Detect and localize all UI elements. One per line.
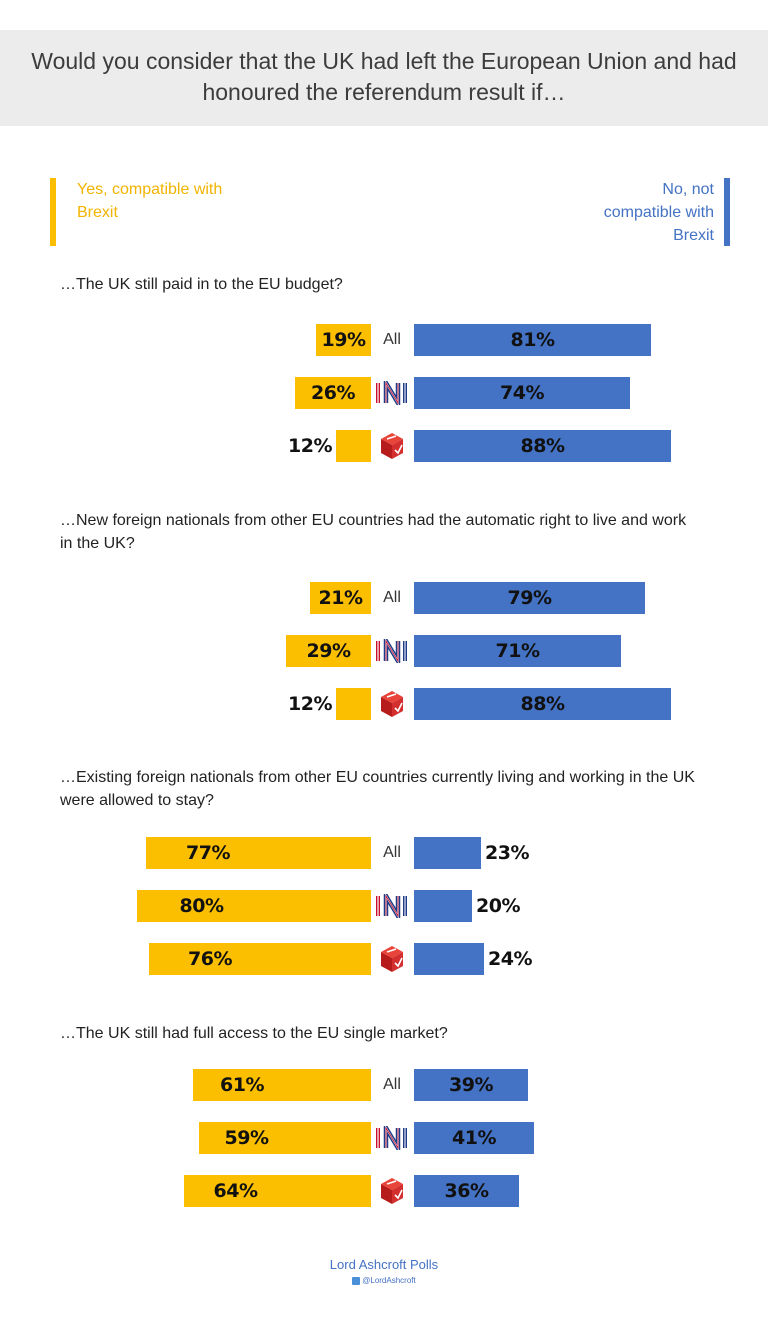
bar-no xyxy=(414,1122,534,1154)
bar-no xyxy=(414,324,651,356)
question-3: …Existing foreign nationals from other E… xyxy=(60,769,695,809)
bar-no xyxy=(414,890,472,922)
chart-title: Would you consider that the UK had left … xyxy=(31,48,737,105)
legend-yes-swatch xyxy=(50,178,56,246)
bar-yes xyxy=(149,943,371,975)
bar-yes xyxy=(336,688,371,720)
in-logo-icon xyxy=(376,1126,407,1150)
in-logo-icon xyxy=(376,381,407,405)
title-bar: Would you consider that the UK had left … xyxy=(0,30,768,126)
leave-box-icon xyxy=(381,691,403,717)
value-label-yes: 77% xyxy=(186,842,230,864)
segment-label: All xyxy=(383,589,401,606)
value-label-yes: 59% xyxy=(224,1127,269,1149)
in-logo-icon xyxy=(376,894,407,918)
value-label-no: 36% xyxy=(444,1180,489,1202)
value-label-no: 88% xyxy=(520,693,565,715)
segment-label: All xyxy=(383,331,401,348)
value-label-no: 20% xyxy=(476,895,520,917)
bar-no xyxy=(414,943,484,975)
bar-yes xyxy=(146,837,371,869)
bar-yes xyxy=(286,635,371,667)
bar-yes xyxy=(310,582,371,614)
leave-box-icon xyxy=(381,1178,403,1204)
legend-yes: Yes, compatible with Brexit xyxy=(50,178,230,246)
value-label-no: 41% xyxy=(452,1127,496,1149)
twitter-handle: @LordAshcroft xyxy=(362,1276,416,1285)
in-logo-icon xyxy=(376,639,407,663)
bar-yes xyxy=(137,890,371,922)
question-2: …New foreign nationals from other EU cou… xyxy=(60,512,687,552)
value-label-no: 23% xyxy=(485,842,529,864)
value-label-no: 88% xyxy=(520,435,565,457)
segment-label: All xyxy=(383,1076,401,1093)
value-label-no: 24% xyxy=(488,948,532,970)
value-label-no: 81% xyxy=(510,329,555,351)
value-label-no: 79% xyxy=(507,587,552,609)
bar-no xyxy=(414,688,671,720)
bar-no xyxy=(414,582,645,614)
bar-no xyxy=(414,635,621,667)
value-label-yes: 12% xyxy=(288,693,332,715)
value-label-no: 74% xyxy=(500,382,544,404)
bar-yes xyxy=(316,324,371,356)
bar-yes xyxy=(295,377,371,409)
legend-yes-label: Yes, compatible with Brexit xyxy=(77,181,223,221)
question-1: …The UK still paid in to the EU budget? xyxy=(60,276,343,293)
value-label-yes: 29% xyxy=(306,640,351,662)
bar-no xyxy=(414,377,630,409)
value-label-yes: 21% xyxy=(318,587,363,609)
leave-box-icon xyxy=(381,946,403,972)
legend-no-swatch xyxy=(724,178,730,246)
twitter-icon xyxy=(352,1276,361,1285)
value-label-yes: 76% xyxy=(188,948,232,970)
value-label-no: 71% xyxy=(495,640,540,662)
bar-yes xyxy=(193,1069,371,1101)
value-label-yes: 26% xyxy=(311,382,355,404)
leave-box-icon xyxy=(381,433,403,459)
question-4: …The UK still had full access to the EU … xyxy=(60,1025,448,1042)
value-label-yes: 61% xyxy=(220,1074,264,1096)
footer-handle: @LordAshcroft xyxy=(0,1276,768,1285)
legend-no-label: No, not compatible with Brexit xyxy=(603,181,714,244)
value-label-yes: 19% xyxy=(321,329,366,351)
legend-no: No, not compatible with Brexit xyxy=(590,178,730,246)
bar-no xyxy=(414,1175,519,1207)
bar-no xyxy=(414,1069,528,1101)
value-label-yes: 80% xyxy=(179,895,224,917)
bar-yes xyxy=(199,1122,371,1154)
bar-yes xyxy=(184,1175,371,1207)
value-label-yes: 64% xyxy=(213,1180,258,1202)
value-label-yes: 12% xyxy=(288,435,332,457)
bar-no xyxy=(414,837,481,869)
footer-brand: Lord Ashcroft Polls xyxy=(329,1257,439,1272)
value-label-no: 39% xyxy=(449,1074,493,1096)
bar-yes xyxy=(336,430,371,462)
segment-label: All xyxy=(383,844,401,861)
bar-no xyxy=(414,430,671,462)
